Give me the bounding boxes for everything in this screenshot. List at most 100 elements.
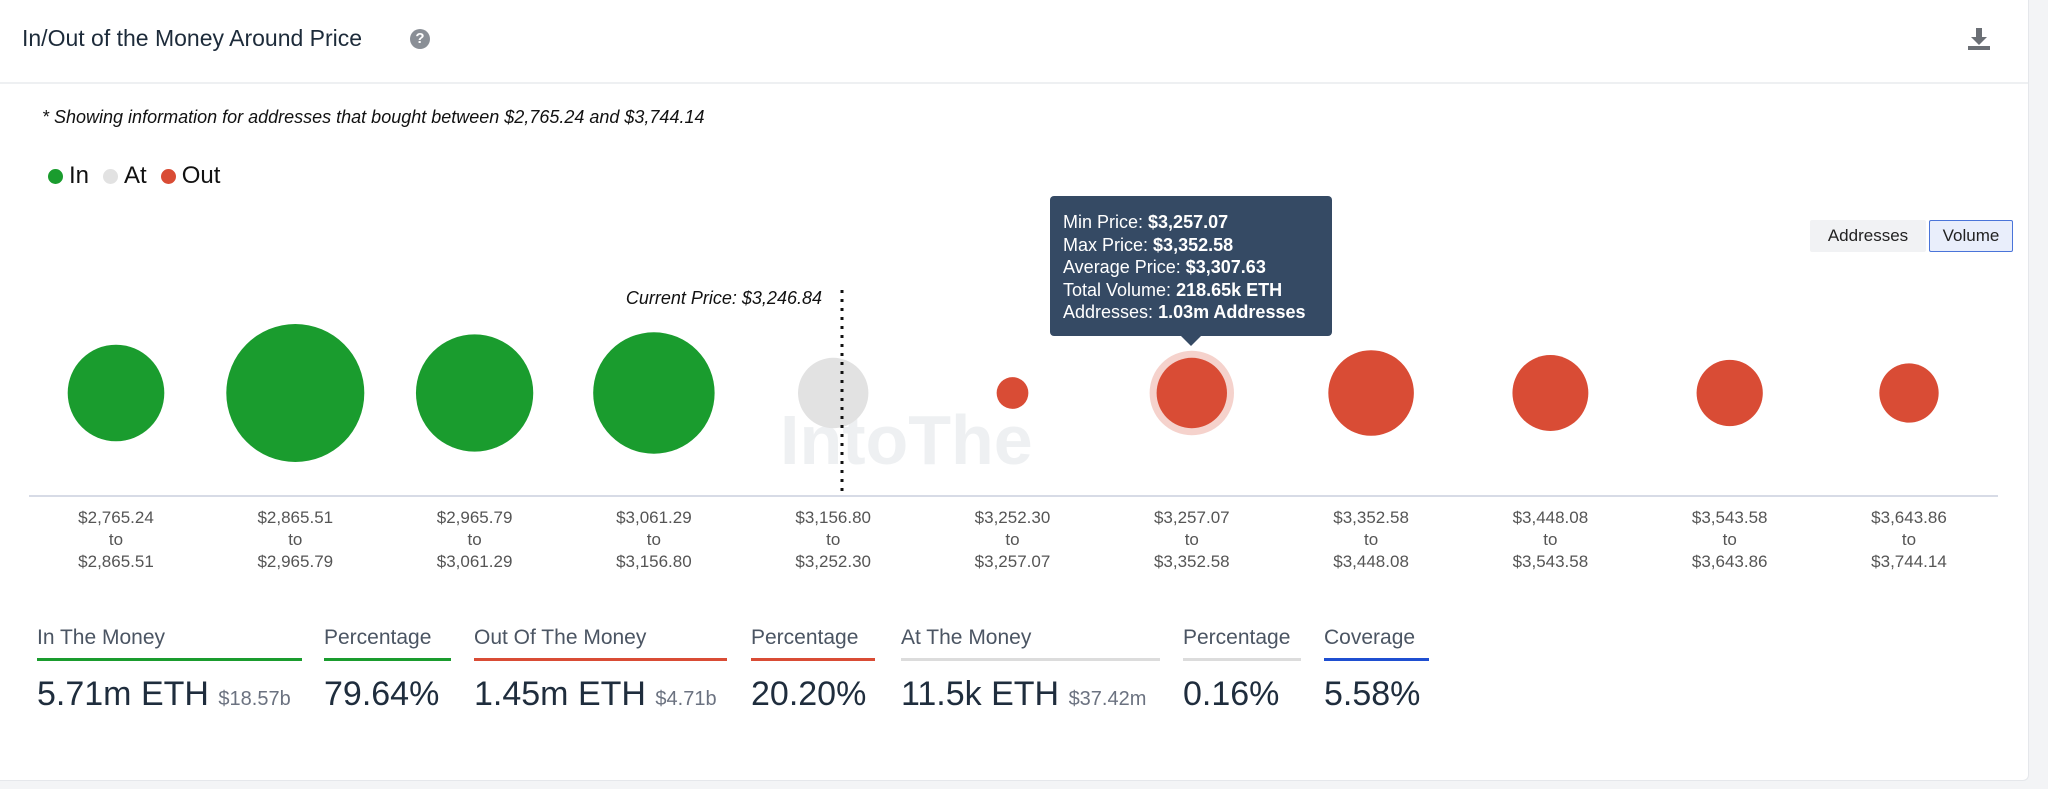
download-icon[interactable]	[1966, 26, 1992, 52]
x-label-to: $3,257.07	[974, 552, 1051, 571]
stat-label: Percentage	[751, 626, 875, 661]
x-label-to: $3,543.58	[1512, 552, 1589, 571]
bubble-in[interactable]	[226, 324, 365, 462]
x-label-from: $2,765.24	[78, 508, 154, 527]
x-label-to_word: to	[1005, 530, 1020, 549]
stat-label: Percentage	[1183, 626, 1301, 661]
x-label-to_word: to	[108, 530, 124, 549]
x-label-to_word: to	[1364, 530, 1379, 549]
x-axis-label: $2,765.24 to $2,865.51	[41, 507, 191, 573]
x-label-to_word: to	[1722, 530, 1737, 549]
x-label-to_word: to	[1543, 530, 1558, 549]
x-label-to_word: to	[467, 530, 482, 549]
tooltip-min-label: Min Price:	[1063, 212, 1144, 232]
stat-4: At The Money 11.5k ETH $37.42m	[901, 626, 1160, 714]
x-label-to: $3,061.29	[436, 552, 513, 571]
current-price-label: Current Price: $3,246.84	[625, 288, 822, 308]
legend-out[interactable]: Out	[181, 162, 221, 189]
tooltip-avg-label: Average Price:	[1063, 257, 1181, 277]
x-axis-label: $3,448.08 to $3,543.58	[1475, 507, 1625, 573]
tooltip-addresses: 1.03m Addresses	[1158, 302, 1306, 322]
bubble-at[interactable]	[798, 357, 869, 429]
bubble-out[interactable]	[1696, 359, 1763, 427]
x-label-from: $3,352.58	[1333, 508, 1409, 527]
x-label-to: $3,252.30	[795, 552, 871, 571]
tooltip-volume-label: Total Volume:	[1063, 279, 1172, 300]
bubble-in[interactable]	[67, 344, 165, 442]
volume-toggle-button[interactable]: Volume	[1929, 220, 2013, 252]
bubble-out[interactable]	[1512, 355, 1589, 431]
stat-value: 11.5k ETH	[901, 675, 1060, 713]
stat-0: In The Money 5.71m ETH $18.57b	[37, 626, 302, 714]
stat-2: Out Of The Money 1.45m ETH $4.71b	[474, 626, 727, 714]
bubble-out[interactable]	[1328, 350, 1414, 436]
stat-value: 20.20%	[751, 675, 867, 713]
x-label-from: $2,965.79	[436, 508, 513, 527]
bubble-out[interactable]	[1156, 357, 1227, 429]
stat-label: Percentage	[324, 626, 451, 661]
bubble-out[interactable]	[996, 377, 1029, 409]
x-label-to_word: to	[1901, 530, 1917, 549]
x-label-from: $3,543.58	[1691, 508, 1768, 527]
x-label-to_word: to	[1184, 530, 1199, 549]
x-axis-label: $3,061.29 to $3,156.80	[579, 507, 729, 573]
stat-value-wrap: 1.45m ETH $4.71b	[474, 675, 727, 714]
stat-3: Percentage 20.20%	[751, 626, 875, 714]
stat-1: Percentage 79.64%	[324, 626, 451, 714]
x-label-to_word: to	[288, 530, 303, 549]
x-label-from: $3,257.07	[1153, 508, 1230, 527]
addresses-toggle-button[interactable]: Addresses	[1810, 220, 1926, 252]
legend-in[interactable]: In	[69, 162, 90, 189]
tooltip-volume: 218.65k ETH	[1176, 279, 1283, 300]
x-label-to: $2,965.79	[257, 552, 334, 571]
tooltip-min: $3,257.07	[1148, 212, 1229, 232]
stat-value: 0.16%	[1183, 675, 1280, 713]
x-label-to: $3,744.14	[1871, 552, 1947, 571]
x-label-to_word: to	[826, 530, 841, 549]
stat-label: At The Money	[901, 626, 1160, 661]
x-axis-label: $3,257.07 to $3,352.58	[1117, 507, 1267, 573]
x-label-to: $3,156.80	[616, 552, 692, 571]
x-axis-label: $2,865.51 to $2,965.79	[220, 507, 370, 573]
chart-title: In/Out of the Money Around Price	[22, 25, 363, 51]
bubble-in[interactable]	[415, 334, 534, 452]
stat-usd-value: $4.71b	[655, 688, 717, 710]
x-axis-label: $2,965.79 to $3,061.29	[400, 507, 550, 573]
tooltip-avg: $3,307.63	[1185, 257, 1266, 277]
x-label-to: $3,643.86	[1691, 552, 1768, 571]
stat-label: In The Money	[37, 626, 302, 661]
stat-usd-value: $18.57b	[218, 688, 291, 710]
x-label-to_word: to	[646, 530, 661, 549]
x-axis-label: $3,543.58 to $3,643.86	[1655, 507, 1805, 573]
stat-value-wrap: 79.64%	[324, 675, 451, 714]
header-divider	[0, 82, 2028, 84]
x-axis-label: $3,252.30 to $3,257.07	[938, 507, 1088, 573]
range-note: * Showing information for addresses that…	[42, 107, 705, 127]
bubble-in[interactable]	[593, 332, 715, 454]
x-label-from: $3,061.29	[616, 508, 692, 527]
stat-6: Coverage 5.58%	[1324, 626, 1429, 714]
legend-out-dot	[160, 168, 176, 184]
x-label-to: $2,865.51	[78, 552, 154, 571]
bubble-chart	[29, 290, 1998, 497]
x-label-from: $3,252.30	[974, 508, 1051, 527]
stat-value-wrap: 0.16%	[1183, 675, 1301, 714]
stat-value-wrap: 20.20%	[751, 675, 875, 714]
stat-5: Percentage 0.16%	[1183, 626, 1301, 714]
tooltip: Min Price: $3,257.07 Max Price: $3,352.5…	[1050, 196, 1332, 346]
x-label-to: $3,448.08	[1333, 552, 1409, 571]
legend-at[interactable]: At	[124, 162, 147, 189]
stat-value-wrap: 11.5k ETH $37.42m	[901, 675, 1160, 714]
bubble-out[interactable]	[1879, 363, 1939, 423]
x-label-from: $2,865.51	[257, 508, 334, 527]
stat-value: 79.64%	[324, 675, 440, 713]
stat-value-wrap: 5.71m ETH $18.57b	[37, 675, 302, 714]
tooltip-max-label: Max Price:	[1063, 234, 1149, 255]
stat-label: Coverage	[1324, 626, 1429, 661]
legend-at-dot	[103, 168, 119, 184]
x-label-from: $3,156.80	[795, 508, 871, 527]
stat-value: 1.45m ETH	[474, 675, 646, 713]
x-label-to: $3,352.58	[1153, 552, 1230, 571]
question-circle-icon[interactable]: ?	[410, 29, 430, 49]
